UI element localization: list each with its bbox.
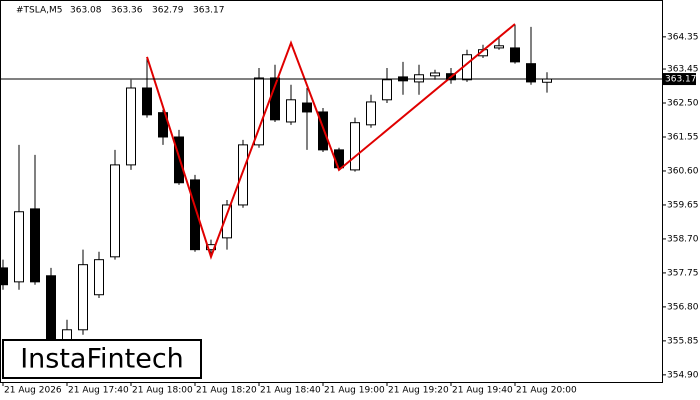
logo: InstaFintech [20, 344, 184, 375]
y-tick-label: 358.70 [667, 234, 699, 244]
candle-body [510, 47, 520, 63]
candle-body [350, 122, 360, 171]
candle-body [286, 99, 296, 123]
candle-body [366, 101, 376, 126]
y-tick-label: 364.35 [667, 32, 699, 42]
candle-body [430, 72, 440, 77]
y-tick-label: 360.60 [667, 166, 699, 176]
candle-body [318, 111, 328, 151]
candle-body [158, 112, 168, 138]
x-tick-label: 21 Aug 17:40 [68, 386, 129, 396]
candle-body [30, 208, 40, 283]
plot-frame [0, 0, 663, 383]
pattern-line [146, 23, 516, 260]
x-tick-label: 21 Aug 19:40 [452, 386, 513, 396]
logo-box [2, 339, 202, 379]
x-tick-label: 21 Aug 18:00 [132, 386, 193, 396]
ohlc-high: 363.36 [111, 6, 143, 16]
candle-body [414, 74, 424, 83]
ohlc-low: 362.79 [152, 6, 184, 16]
candle-body [238, 144, 248, 206]
y-tick-label: 361.55 [667, 132, 699, 142]
candle-body [62, 329, 72, 341]
x-tick-label: 21 Aug 18:40 [260, 386, 321, 396]
y-tick-label: 363.45 [667, 65, 699, 75]
candle-body [254, 77, 264, 146]
candle-body [494, 45, 504, 49]
current-price-label: 363.17 [665, 75, 697, 85]
ohlc-open: 363.08 [70, 6, 102, 16]
x-tick-label: 21 Aug 20:00 [516, 386, 577, 396]
candle-body [110, 164, 120, 258]
candle-body [222, 204, 232, 239]
candle-body [94, 259, 104, 296]
current-price-box [662, 73, 696, 86]
y-tick-label: 357.75 [667, 268, 699, 278]
candle-body [382, 79, 392, 101]
x-tick-label: 21 Aug 19:00 [324, 386, 385, 396]
y-tick-label: 355.85 [667, 336, 699, 346]
ohlc-close: 363.17 [193, 6, 225, 16]
y-tick-label: 354.90 [667, 370, 699, 380]
x-tick-label: 21 Aug 2026 [4, 386, 62, 396]
candle-body [78, 264, 88, 331]
candle-body [142, 87, 152, 116]
chart-title: #TSLA,M5 [16, 6, 62, 16]
y-tick-label: 359.65 [667, 200, 699, 210]
x-tick-label: 21 Aug 18:20 [196, 386, 257, 396]
x-tick-label: 21 Aug 19:20 [388, 386, 449, 396]
candle-body [126, 87, 136, 166]
y-tick-label: 356.80 [667, 302, 699, 312]
candle-body [302, 102, 312, 113]
y-tick-label: 362.50 [667, 99, 699, 109]
candle-body [526, 63, 536, 83]
candle-body [14, 211, 24, 283]
candle-body [0, 267, 8, 286]
candle-body [190, 179, 200, 251]
